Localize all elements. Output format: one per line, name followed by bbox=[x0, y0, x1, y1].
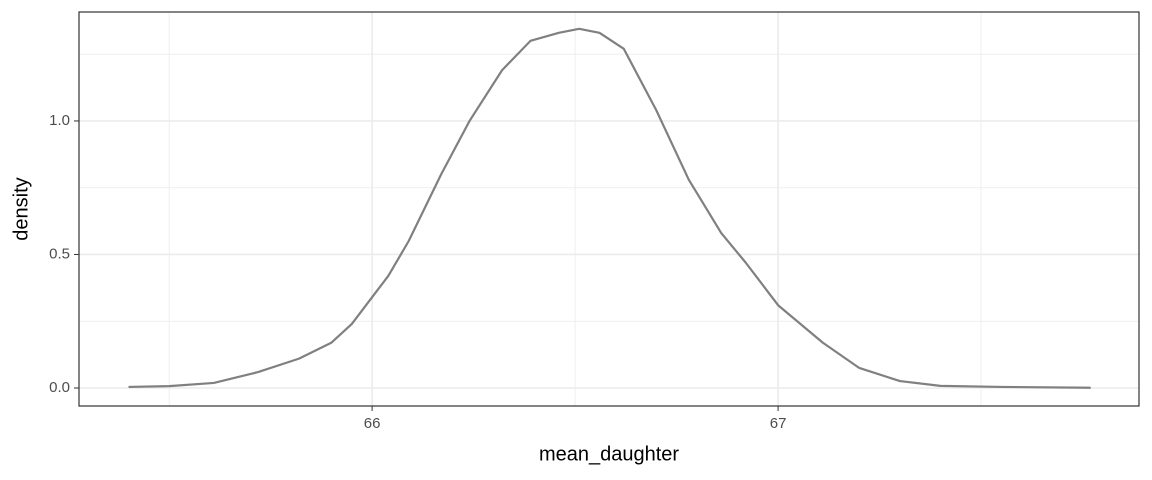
panel-border bbox=[78, 11, 1140, 407]
x-axis-title: mean_daughter bbox=[539, 443, 679, 465]
panel bbox=[79, 12, 1139, 406]
y-axis-title: density bbox=[10, 177, 32, 240]
y-tick-label: 0.5 bbox=[49, 245, 70, 262]
y-tick-label: 0.0 bbox=[49, 379, 70, 396]
x-tick-label: 67 bbox=[770, 415, 787, 432]
y-tick-label: 1.0 bbox=[49, 112, 70, 129]
density-line bbox=[128, 27, 1091, 389]
x-tick-label: 66 bbox=[364, 415, 381, 432]
